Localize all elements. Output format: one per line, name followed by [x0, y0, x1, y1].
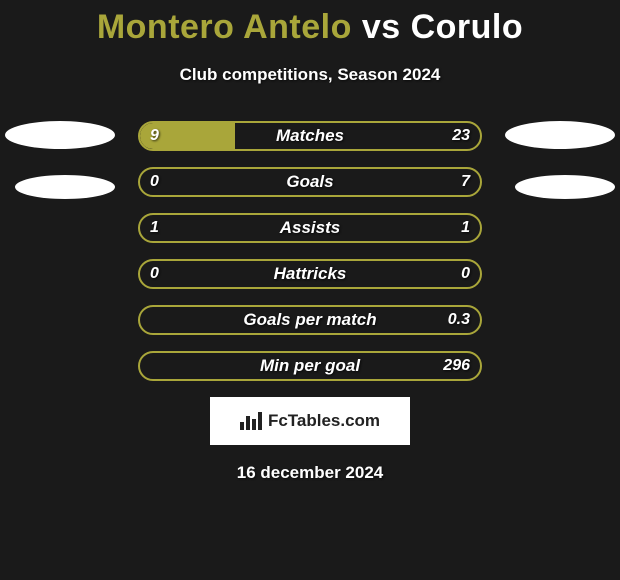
vs-label: vs	[362, 8, 401, 46]
stat-row: 923Matches	[138, 121, 482, 151]
stat-label: Goals	[140, 169, 480, 195]
brand-badge: FcTables.com	[210, 397, 410, 445]
brand-text: FcTables.com	[268, 411, 380, 431]
chart-area: 923Matches 07Goals 11Assists 00Hattricks 0.3…	[0, 121, 620, 381]
stat-row: 0.3Goals per match	[138, 305, 482, 335]
stat-label: Goals per match	[140, 307, 480, 333]
stat-row: 00Hattricks	[138, 259, 482, 289]
player1-badge-oval	[5, 121, 115, 149]
player1-badge-oval	[15, 175, 115, 199]
stat-row: 296Min per goal	[138, 351, 482, 381]
stat-label: Hattricks	[140, 261, 480, 287]
bars-icon	[240, 412, 262, 430]
player2-badge-oval	[515, 175, 615, 199]
stat-label: Assists	[140, 215, 480, 241]
player2-name: Corulo	[411, 8, 524, 46]
player2-badge-oval	[505, 121, 615, 149]
subtitle: Club competitions, Season 2024	[0, 65, 620, 85]
snapshot-date: 16 december 2024	[0, 463, 620, 483]
stat-row: 07Goals	[138, 167, 482, 197]
stat-label: Matches	[140, 123, 480, 149]
stat-row: 11Assists	[138, 213, 482, 243]
stat-label: Min per goal	[140, 353, 480, 379]
player1-name: Montero Antelo	[97, 8, 352, 46]
stat-bars: 923Matches 07Goals 11Assists 00Hattricks 0.3…	[138, 121, 482, 381]
comparison-title: Montero Antelo vs Corulo	[0, 0, 620, 47]
